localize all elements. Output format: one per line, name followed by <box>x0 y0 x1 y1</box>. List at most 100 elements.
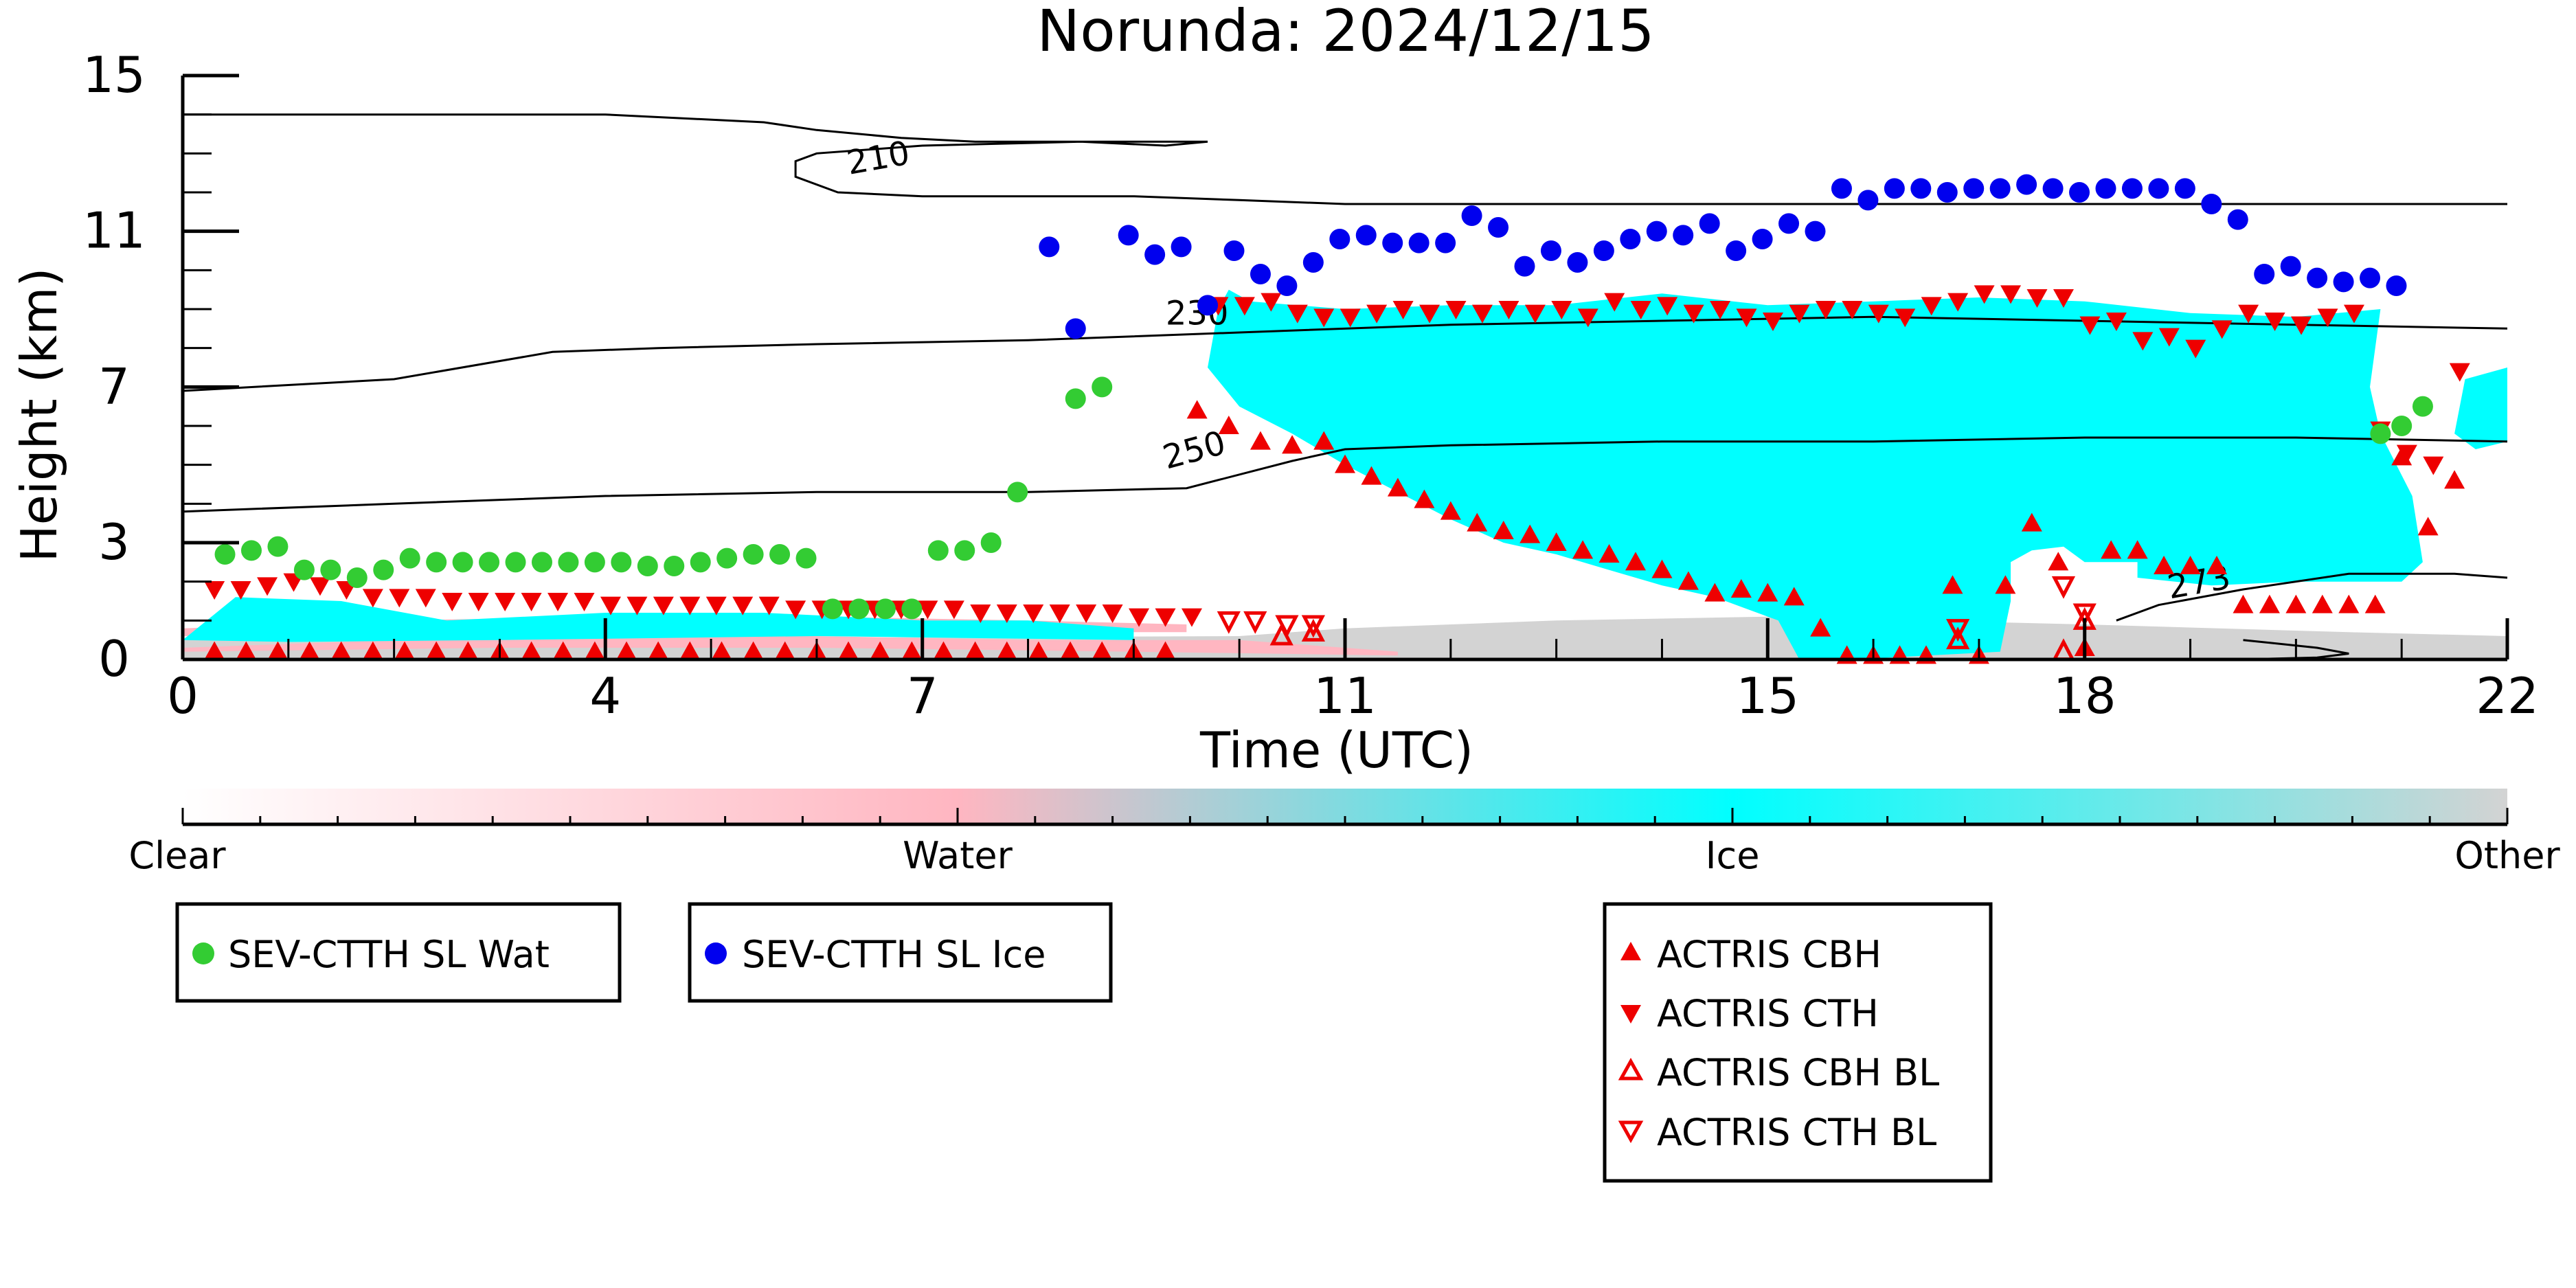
actris-cbh-point-18 <box>774 641 795 660</box>
contour-label-250: 250 <box>1159 424 1230 477</box>
actris-cbh-point-48 <box>1651 559 1673 578</box>
legend-label-actris-cbh: ACTRIS CBH <box>1657 933 1882 976</box>
actris-cbh-point-59 <box>1942 575 1963 594</box>
actris-cth-point-31 <box>1023 605 1044 623</box>
sev-ctth-sl-wat-point-7 <box>399 547 420 569</box>
sev-ctth-sl-ice-point-7 <box>1250 264 1271 284</box>
actris-cth-point-43 <box>1340 308 1361 328</box>
sev-ctth-sl-ice-point-31 <box>1884 178 1905 199</box>
actris-cth-point-2 <box>257 577 278 596</box>
axes: 0 3 7 11 15 0 4 7 11 15 18 22 <box>82 46 2539 725</box>
sev-ctth-sl-ice-point-34 <box>1963 178 1985 199</box>
actris-cbh-point-24 <box>964 641 986 660</box>
actris-cth-point-78 <box>2264 313 2285 331</box>
actris-cth-point-70 <box>2053 289 2074 308</box>
actris-cth-point-80 <box>2317 308 2338 328</box>
sev-ctth-sl-ice-point-16 <box>1488 217 1509 238</box>
actris-cth-point-69 <box>2026 289 2048 308</box>
sev-ctth-sl-ice-point-38 <box>2069 182 2090 203</box>
actris-cbh-point-34 <box>1282 435 1303 454</box>
sev-ctth-sl-wat-point-13 <box>558 552 579 573</box>
actris-cth-point-9 <box>442 593 463 611</box>
actris-cbh-point-27 <box>1060 641 1081 660</box>
actris-cbh-bl-point-1 <box>1301 618 1325 642</box>
actris-cbh-point-13 <box>616 641 637 660</box>
actris-cbh-point-15 <box>679 641 701 660</box>
sev-ctth-sl-ice-point-26 <box>1752 229 1773 249</box>
actris-cth-point-56 <box>1683 304 1704 324</box>
legend-box-sev-wat: SEV-CTTH SL Wat <box>175 902 622 1003</box>
sev-ctth-sl-ice-point-13 <box>1408 232 1430 253</box>
actris-cth-point-62 <box>1842 301 1863 319</box>
sev-ctth-sl-ice-point-10 <box>1329 229 1351 249</box>
sev-ctth-sl-wat-point-24 <box>848 598 870 620</box>
actris-cbh-point-35 <box>1313 431 1335 450</box>
sev-ctth-sl-ice-point-42 <box>2174 178 2195 199</box>
actris-cbh-point-17 <box>743 641 764 660</box>
sev-ctth-sl-ice-point-27 <box>1778 213 1800 234</box>
actris-cth-point-84 <box>2423 456 2444 475</box>
actris-cbh-point-74 <box>2338 594 2360 613</box>
actris-cbh-point-69 <box>2206 556 2227 574</box>
chart-title: Norunda: 2024/12/15 <box>1037 0 1654 65</box>
actris-cbh-point-44 <box>1546 532 1567 551</box>
actris-cth-point-47 <box>1445 301 1467 319</box>
actris-cth-point-79 <box>2291 316 2312 335</box>
actris-cbh-point-16 <box>711 641 732 660</box>
actris-cbh-point-62 <box>2021 512 2042 532</box>
actris-cth-point-40 <box>1261 293 1282 312</box>
legend-label-sev-wat: SEV-CTTH SL Wat <box>228 933 550 976</box>
sev-ctth-sl-ice-point-45 <box>2254 264 2275 284</box>
actris-cth-point-44 <box>1366 304 1388 324</box>
actris-cbh-point-4 <box>330 641 352 660</box>
actris-cth-point-39 <box>1234 297 1255 316</box>
contour-line-250 <box>182 436 2508 513</box>
x-tick-label: 11 <box>1313 667 1377 725</box>
actris-cth-point-15 <box>600 596 621 615</box>
sev-ctth-sl-wat-point-10 <box>479 552 500 573</box>
sev-ctth-sl-ice-point-12 <box>1382 232 1403 253</box>
actris-cth-point-12 <box>521 593 542 611</box>
sev-ctth-sl-ice-point-21 <box>1620 229 1641 249</box>
actris-cbh-point-61 <box>1995 575 2016 594</box>
sev-ctth-sl-wat-point-19 <box>716 547 738 569</box>
sev-ctth-sl-ice-point-3 <box>1144 244 1166 265</box>
actris-cbh-point-70 <box>2233 594 2254 613</box>
sev-ctth-sl-ice-point-33 <box>1936 182 1958 203</box>
actris-cth-bl-point-5 <box>2051 576 2076 599</box>
actris-cth-point-35 <box>1129 608 1150 627</box>
y-tick-label: 7 <box>98 357 130 415</box>
sev-ctth-sl-ice-point-44 <box>2227 209 2248 230</box>
x-tick-label: 15 <box>1736 667 1799 725</box>
actris-cbh-point-2 <box>267 641 289 660</box>
actris-cth-point-51 <box>1551 301 1572 319</box>
actris-cbh-point-10 <box>521 641 542 660</box>
actris-cth-point-7 <box>389 589 410 608</box>
actris-cbh-point-76 <box>2391 447 2413 466</box>
actris-cth-point-55 <box>1657 297 1678 316</box>
sev-ctth-sl-wat-point-3 <box>293 559 315 580</box>
actris-cth-point-67 <box>1974 285 1995 304</box>
x-tick-label: 18 <box>2053 667 2116 725</box>
sev-ctth-sl-wat-point-4 <box>320 559 341 580</box>
sev-ctth-sl-ice-point-47 <box>2307 267 2328 289</box>
sev-ctth-sl-wat-point-26 <box>901 598 923 620</box>
actris-cbh-point-77 <box>2417 517 2439 536</box>
actris-cth-bl-point-1 <box>1243 611 1267 634</box>
actris-cbh-point-45 <box>1572 540 1594 559</box>
actris-cth-point-42 <box>1313 308 1335 328</box>
actris-cth-bl-point-2 <box>1275 615 1299 638</box>
phase-colorbar: Clear Water Ice Other <box>128 789 2560 877</box>
actris-cth-point-27 <box>917 600 938 620</box>
sev-ctth-sl-wat-point-2 <box>267 536 289 557</box>
actris-cbh-point-53 <box>1783 587 1805 606</box>
actris-cbh-point-71 <box>2259 594 2280 613</box>
y-tick-label: 0 <box>98 630 130 688</box>
sev-ctth-sl-wat-point-5 <box>346 567 368 588</box>
sev-ctth-sl-ice-point-19 <box>1567 252 1588 273</box>
sev-ctth-sl-ice-point-18 <box>1540 240 1561 261</box>
sev-ctth-sl-wat-point-8 <box>426 552 447 573</box>
legend-marker-sev-wat <box>192 942 214 964</box>
actris-cbh-point-1 <box>236 641 257 660</box>
